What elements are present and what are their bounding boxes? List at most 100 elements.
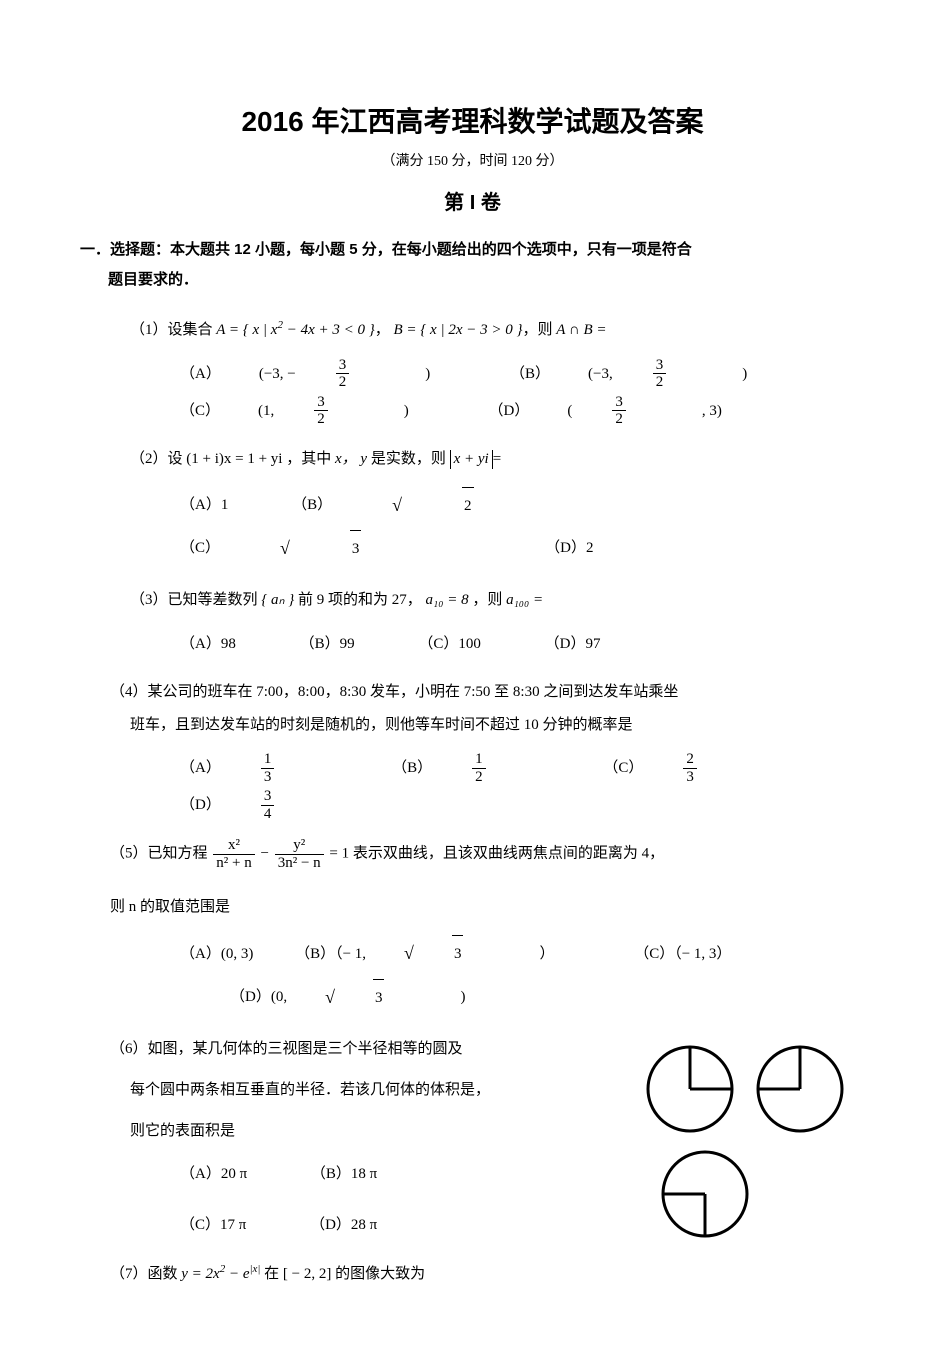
q5-line2: 则 n 的取值范围是 — [80, 891, 865, 924]
q2-optB-label: （B） — [292, 487, 332, 523]
q1-optD-den: 2 — [612, 411, 626, 428]
q4-optB-den: 2 — [472, 769, 486, 786]
q5-frac2-num: y² — [275, 837, 324, 855]
q5-optB-arg: 3 — [452, 935, 464, 972]
q5-frac2-den: 3n² − n — [275, 855, 324, 872]
question-1: （1）设集合 A = { x | x2 − 4x + 3 < 0 }， B = … — [80, 313, 865, 347]
q2-option-c: （C）√3 — [180, 527, 481, 570]
q2-optC-label: （C） — [180, 530, 220, 566]
q6-option-d: （D）28 π — [310, 1207, 377, 1243]
q4-optC-label: （C） — [603, 750, 643, 786]
q1-setA-rhs: − 4x + 3 < 0 } — [283, 322, 375, 338]
q1-tail: ，则 — [522, 322, 552, 338]
q1-optA-den: 2 — [336, 374, 350, 391]
q1-optA-pre: (−3, − — [259, 356, 296, 392]
q5-options: （A）(0, 3) （B）（− 1, √3） （C）（− 1, 3） （D）(0… — [80, 932, 865, 1018]
q4-optA-label: （A） — [180, 750, 221, 786]
q2-mid2: 是实数，则 — [371, 451, 446, 467]
q4-options: （A）13 （B）12 （C）23 （D）34 — [80, 750, 865, 824]
q1-setB: B = { x | 2x − 3 > 0 } — [394, 322, 523, 338]
q4-option-d: （D）34 — [180, 787, 350, 824]
q1-optC-num: 3 — [314, 394, 328, 412]
q6-line1: （6）如图，某几何体的三视图是三个半径相等的圆及 — [80, 1033, 635, 1066]
q1-comma: ， — [375, 322, 390, 338]
q3-pre: （3）已知等差数列 — [130, 592, 258, 608]
q2-optC-arg: 3 — [350, 530, 362, 567]
q1-result: A ∩ B = — [556, 322, 606, 338]
q1-option-c: （C）(1, 32) — [180, 392, 447, 429]
q5-option-b: （B）（− 1, √3） — [295, 932, 592, 975]
question-4: （4）某公司的班车在 7:00，8:00，8:30 发车，小明在 7:50 至 … — [80, 676, 865, 742]
q1-optC-den: 2 — [314, 411, 328, 428]
question-6-container: （6）如图，某几何体的三视图是三个半径相等的圆及 每个圆中两条相互垂直的半径．若… — [80, 1033, 865, 1257]
q3-a10: a₁₀ = 8 — [426, 592, 469, 608]
q1-optB-post: ) — [742, 356, 747, 392]
q6-option-b: （B）18 π — [311, 1156, 377, 1192]
q5-optB-label: （B）（− 1, — [295, 936, 366, 972]
q2-option-b: （B）√2 — [292, 484, 593, 527]
q1-option-b: （B）(−3, 32) — [510, 355, 785, 392]
q2-abs: x + yi — [450, 450, 493, 470]
q1-optD-label: （D） — [489, 393, 530, 429]
q4-optB-num: 1 — [472, 751, 486, 769]
q6-option-a: （A）20 π — [180, 1156, 247, 1192]
q4-optB-label: （B） — [392, 750, 432, 786]
question-3: （3）已知等差数列 { aₙ } 前 9 项的和为 27， a₁₀ = 8 ，则… — [80, 584, 865, 617]
q1-option-d: （D）(32, 3) — [489, 392, 760, 429]
q1-optB-pre: (−3, — [588, 356, 613, 392]
q5-optD-arg: 3 — [373, 979, 385, 1016]
q3-option-d: （D）97 — [545, 626, 601, 662]
q3-mid1: 前 9 项的和为 27， — [298, 592, 422, 608]
q2-pre: （2）设 — [130, 451, 183, 467]
q2-option-a: （A）1 — [180, 487, 228, 523]
q2-vars: x， y — [335, 451, 367, 467]
page-title: 2016 年江西高考理科数学试题及答案 — [80, 100, 865, 140]
q1-optD-num: 3 — [612, 394, 626, 412]
q1-options: （A）(−3, −32) （B）(−3, 32) （C）(1, 32) （D）(… — [80, 355, 865, 429]
q6-option-c: （C）17 π — [180, 1207, 246, 1243]
q5-option-d: （D）(0, √3) — [230, 976, 503, 1019]
three-views-icon — [635, 1039, 865, 1249]
q7-func-mid: − e — [225, 1266, 249, 1282]
q4-optA-num: 1 — [261, 751, 275, 769]
q3-a100: a₁₀₀ = — [506, 592, 543, 608]
q1-optA-post: ) — [425, 356, 430, 392]
q3-option-b: （B）99 — [300, 626, 355, 662]
q1-optB-num: 3 — [653, 357, 667, 375]
q2-tail: = — [493, 451, 501, 467]
q2-optB-arg: 2 — [462, 487, 474, 524]
q3-seq: { aₙ } — [261, 592, 294, 608]
q6-figure — [635, 1033, 865, 1254]
q7-func-lhs: y = 2x — [181, 1266, 219, 1282]
q4-line2: 班车，且到达发车站的时刻是随机的，则他等车时间不超过 10 分钟的概率是 — [110, 709, 865, 742]
question-2: （2）设 (1 + i)x = 1 + yi ，其中 x， y 是实数，则 x … — [80, 443, 865, 476]
q2-mid: ，其中 — [286, 451, 331, 467]
section-header: 第 I 卷 — [80, 186, 865, 215]
q1-setA-lhs: A = { x | x — [216, 322, 277, 338]
q5-optD-label: （D）(0, — [230, 979, 287, 1015]
instructions-line-1: 一．选择题：本大题共 12 小题，每小题 5 分，在每小题给出的四个选项中，只有… — [80, 235, 865, 265]
q6-line2: 每个圆中两条相互垂直的半径．若该几何体的体积是， — [80, 1074, 635, 1107]
q4-option-b: （B） 12 — [392, 750, 562, 787]
q5-option-a: （A）(0, 3) — [180, 936, 253, 972]
q5-minus: − — [260, 846, 272, 862]
q6-options-row2: （C）17 π （D）28 π — [80, 1206, 635, 1243]
q4-optA-den: 3 — [261, 769, 275, 786]
q5-post: 表示双曲线，且该双曲线两焦点间的距离为 4， — [353, 846, 664, 862]
q1-pre: （1）设集合 — [130, 322, 213, 338]
q1-optB-label: （B） — [510, 356, 550, 392]
q2-options: （A）1 （B）√2 （C）√3 （D）2 — [80, 484, 865, 570]
page-subtitle: （满分 150 分，时间 120 分） — [80, 150, 865, 170]
question-7: （7）函数 y = 2x2 − e|x| 在 [ − 2, 2] 的图像大致为 — [80, 1257, 865, 1291]
q6-line3: 则它的表面积是 — [80, 1115, 635, 1148]
q1-optC-label: （C） — [180, 393, 220, 429]
q4-line1: （4）某公司的班车在 7:00，8:00，8:30 发车，小明在 7:50 至 … — [110, 676, 865, 709]
q2-eq: (1 + i)x = 1 + yi — [186, 451, 282, 467]
q7-post: 在 [ − 2, 2] 的图像大致为 — [264, 1266, 425, 1282]
q3-mid2: ，则 — [472, 592, 502, 608]
q3-options: （A）98 （B）99 （C）100 （D）97 — [80, 625, 865, 662]
q2-option-d: （D）2 — [545, 530, 593, 566]
q1-option-a: （A）(−3, −32) — [180, 355, 468, 392]
q5-pre: （5）已知方程 — [110, 846, 208, 862]
q5-optD-post: ) — [460, 979, 465, 1015]
